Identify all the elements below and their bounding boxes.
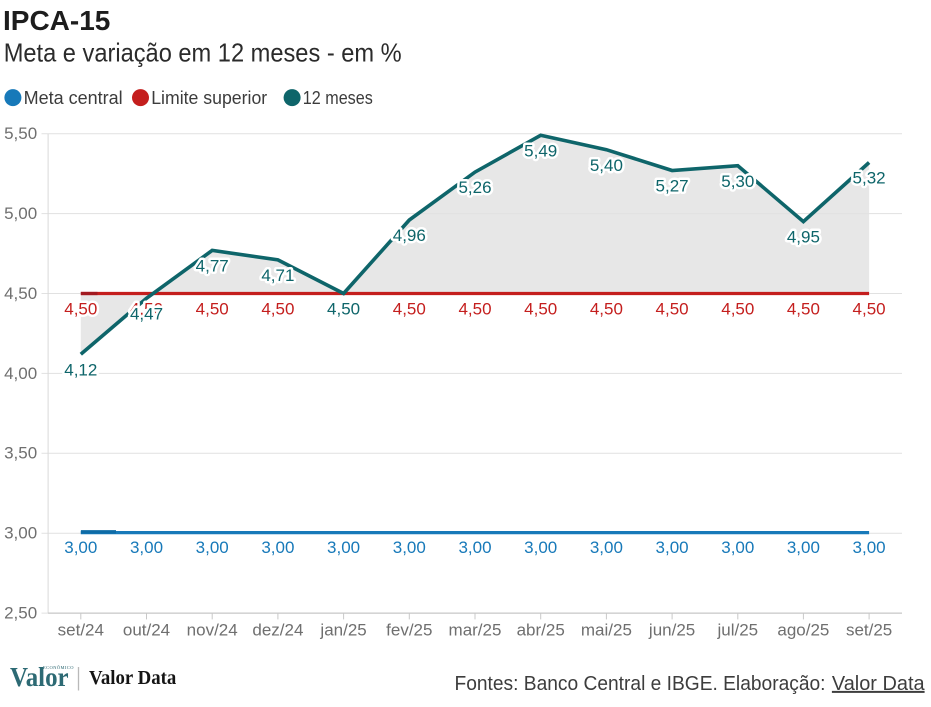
svg-text:4,00: 4,00 bbox=[4, 364, 37, 383]
svg-text:4,50: 4,50 bbox=[853, 300, 886, 319]
svg-text:3,00: 3,00 bbox=[261, 538, 294, 557]
svg-text:set/24: set/24 bbox=[58, 621, 104, 640]
svg-text:4,50: 4,50 bbox=[721, 300, 754, 319]
svg-text:3,00: 3,00 bbox=[393, 538, 426, 557]
svg-text:Valor: Valor bbox=[10, 662, 69, 692]
svg-text:3,00: 3,00 bbox=[327, 538, 360, 557]
svg-text:5,40: 5,40 bbox=[590, 156, 623, 175]
svg-text:abr/25: abr/25 bbox=[517, 621, 565, 640]
svg-text:4,50: 4,50 bbox=[196, 300, 229, 319]
svg-text:3,00: 3,00 bbox=[721, 538, 754, 557]
svg-text:dez/24: dez/24 bbox=[252, 621, 303, 640]
svg-text:ago/25: ago/25 bbox=[777, 621, 829, 640]
svg-text:4,50: 4,50 bbox=[458, 300, 491, 319]
svg-text:5,49: 5,49 bbox=[524, 141, 557, 160]
svg-text:4,50: 4,50 bbox=[656, 300, 689, 319]
svg-text:4,71: 4,71 bbox=[261, 266, 294, 285]
svg-text:5,32: 5,32 bbox=[853, 169, 886, 188]
svg-text:5,50: 5,50 bbox=[4, 124, 37, 143]
svg-text:nov/24: nov/24 bbox=[187, 621, 238, 640]
svg-text:5,00: 5,00 bbox=[4, 204, 37, 223]
svg-text:Meta central: Meta central bbox=[24, 88, 123, 108]
svg-text:4,50: 4,50 bbox=[787, 300, 820, 319]
svg-text:Valor Data: Valor Data bbox=[832, 673, 926, 695]
svg-text:out/24: out/24 bbox=[123, 621, 170, 640]
svg-text:4,50: 4,50 bbox=[327, 300, 360, 319]
svg-text:mar/25: mar/25 bbox=[449, 621, 502, 640]
svg-text:jan/25: jan/25 bbox=[319, 621, 366, 640]
svg-text:3,00: 3,00 bbox=[524, 538, 557, 557]
svg-text:3,00: 3,00 bbox=[787, 538, 820, 557]
svg-text:4,47: 4,47 bbox=[130, 304, 163, 323]
svg-text:3,00: 3,00 bbox=[853, 538, 886, 557]
svg-text:3,00: 3,00 bbox=[4, 524, 37, 543]
svg-text:4,50: 4,50 bbox=[524, 300, 557, 319]
svg-text:5,30: 5,30 bbox=[721, 172, 754, 191]
svg-text:4,50: 4,50 bbox=[590, 300, 623, 319]
svg-text:4,12: 4,12 bbox=[64, 360, 97, 379]
svg-text:Valor Data: Valor Data bbox=[89, 667, 176, 689]
svg-text:5,26: 5,26 bbox=[458, 178, 491, 197]
svg-text:3,00: 3,00 bbox=[590, 538, 623, 557]
svg-text:3,00: 3,00 bbox=[64, 538, 97, 557]
svg-text:set/25: set/25 bbox=[846, 621, 892, 640]
svg-text:2,50: 2,50 bbox=[4, 604, 37, 623]
svg-text:4,50: 4,50 bbox=[393, 300, 426, 319]
svg-text:4,50: 4,50 bbox=[64, 300, 97, 319]
svg-text:IPCA-15: IPCA-15 bbox=[3, 5, 110, 36]
svg-text:3,00: 3,00 bbox=[458, 538, 491, 557]
svg-text:4,96: 4,96 bbox=[393, 226, 426, 245]
svg-text:3,50: 3,50 bbox=[4, 444, 37, 463]
svg-text:4,50: 4,50 bbox=[4, 284, 37, 303]
svg-text:fev/25: fev/25 bbox=[386, 621, 432, 640]
svg-text:3,00: 3,00 bbox=[656, 538, 689, 557]
svg-text:ECONÔMICO: ECONÔMICO bbox=[43, 665, 74, 670]
svg-text:4,95: 4,95 bbox=[787, 228, 820, 247]
svg-text:mai/25: mai/25 bbox=[581, 621, 632, 640]
svg-text:3,00: 3,00 bbox=[130, 538, 163, 557]
svg-text:12 meses: 12 meses bbox=[303, 88, 373, 108]
svg-text:Meta e variação em 12 meses -: Meta e variação em 12 meses - em % bbox=[4, 37, 402, 67]
svg-text:4,77: 4,77 bbox=[196, 257, 229, 276]
svg-text:jul/25: jul/25 bbox=[716, 621, 758, 640]
svg-text:4,50: 4,50 bbox=[130, 300, 163, 319]
svg-text:5,27: 5,27 bbox=[656, 177, 689, 196]
svg-text:4,50: 4,50 bbox=[327, 300, 360, 319]
svg-text:jun/25: jun/25 bbox=[648, 621, 695, 640]
svg-text:4,50: 4,50 bbox=[261, 300, 294, 319]
svg-text:Fontes: Banco Central e IBGE.: Fontes: Banco Central e IBGE. Elaboração… bbox=[455, 673, 826, 695]
svg-text:Limite superior: Limite superior bbox=[151, 88, 267, 108]
svg-text:3,00: 3,00 bbox=[196, 538, 229, 557]
